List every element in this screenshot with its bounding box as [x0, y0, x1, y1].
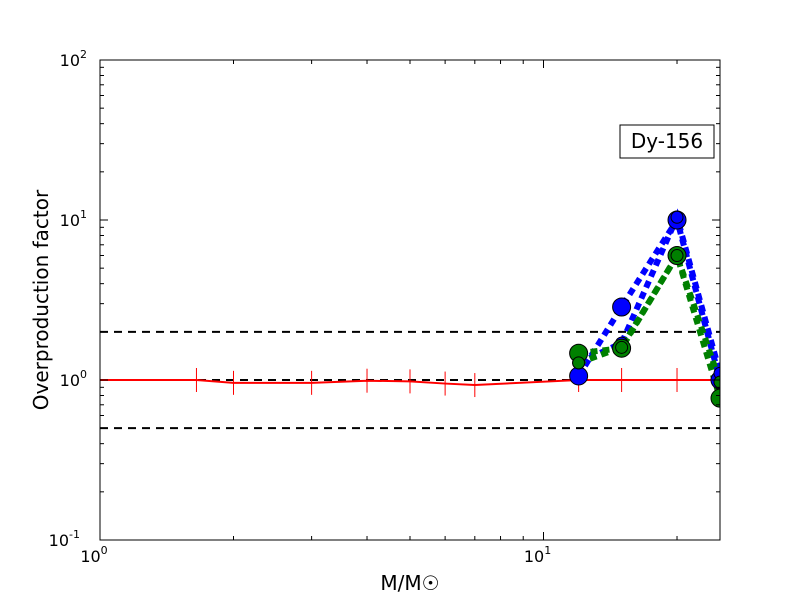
annotation-text: Dy-156	[631, 129, 703, 153]
tick-label-base: 10	[524, 547, 544, 566]
data-point	[710, 388, 720, 408]
tick-label-exponent: 1	[80, 208, 87, 221]
y-tick-label: 100	[60, 368, 87, 390]
data-point	[612, 297, 632, 317]
y-tick-label: 101	[60, 208, 87, 230]
tick-label-exponent: -1	[69, 528, 80, 541]
y-axis-label: Overproduction factor	[29, 189, 53, 410]
tick-label-exponent: 1	[544, 544, 551, 557]
tick-label-base: 10	[49, 531, 69, 550]
y-tick-label: 10-1	[49, 528, 80, 550]
tick-label-exponent: 0	[80, 368, 87, 381]
data-point	[569, 366, 589, 386]
annotation-box: Dy-156	[619, 124, 715, 159]
y-tick-label: 102	[60, 48, 87, 70]
data-point	[670, 210, 684, 224]
data-point	[713, 375, 720, 389]
data-point	[615, 340, 629, 354]
series-line	[577, 248, 720, 384]
tick-label-base: 10	[60, 51, 80, 70]
series-line	[578, 248, 720, 400]
x-tick-label: 101	[524, 544, 551, 566]
tick-label-exponent: 2	[80, 48, 87, 61]
tick-label-base: 10	[60, 371, 80, 390]
data-point	[670, 248, 684, 262]
series-line	[100, 379, 720, 387]
x-tick-label: 100	[80, 544, 107, 566]
series-line	[577, 208, 720, 375]
plot-area	[100, 208, 720, 430]
tick-label-base: 10	[80, 547, 100, 566]
x-axis-label: M/M☉	[380, 571, 439, 595]
tick-label-base: 10	[60, 211, 80, 230]
tick-label-exponent: 0	[101, 544, 108, 557]
data-point	[572, 356, 586, 370]
